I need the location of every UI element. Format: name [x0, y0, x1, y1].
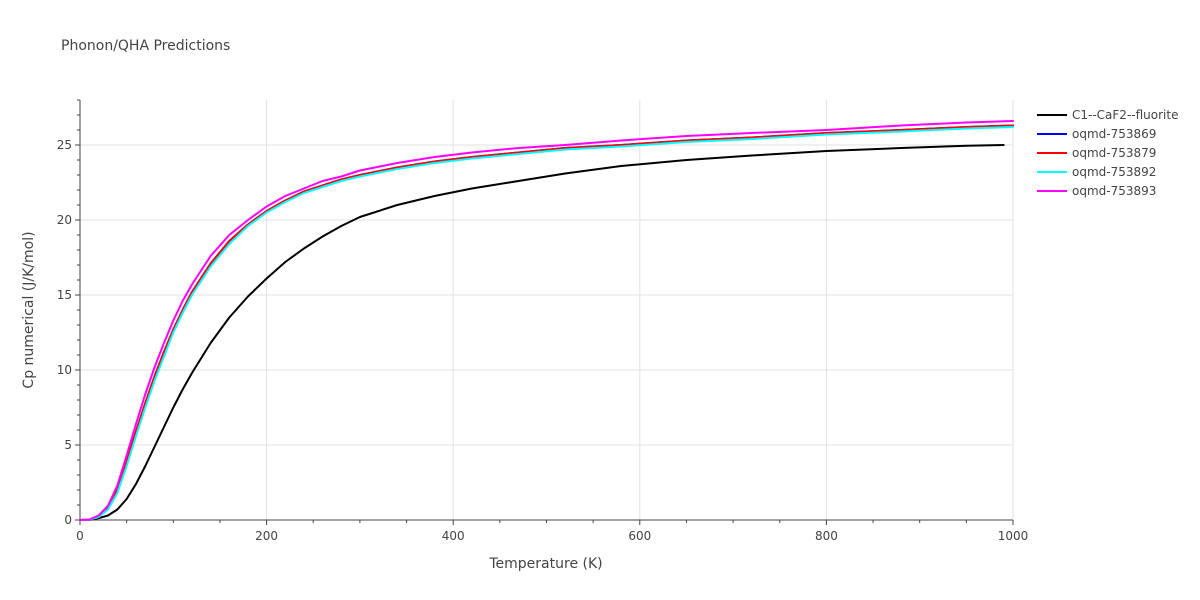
y-tick-label: 5	[64, 438, 72, 452]
x-tick-label: 600	[628, 529, 651, 543]
series-line-oqmd-753869	[79, 124, 1014, 521]
legend-label: oqmd-753879	[1072, 146, 1156, 160]
x-tick-label: 400	[442, 529, 465, 543]
grid	[80, 100, 1014, 520]
y-tick-label: 20	[57, 213, 72, 227]
legend-label: oqmd-753869	[1072, 127, 1156, 141]
chart-title: Phonon/QHA Predictions	[61, 38, 230, 54]
y-tick-label: 25	[57, 138, 72, 152]
legend[interactable]: C1--CaF2--fluorite oqmd-753869 oqmd-753879…	[1037, 108, 1178, 198]
legend-label: C1--CaF2--fluorite	[1072, 108, 1178, 122]
y-axis-title: Cp numerical (J/K/mol)	[21, 231, 37, 388]
series-line-oqmd-753893	[79, 120, 1014, 521]
x-tick-label: 800	[815, 529, 838, 543]
y-tick-label: 15	[57, 288, 72, 302]
legend-item-C1--CaF2--fluorite[interactable]: C1--CaF2--fluorite	[1037, 108, 1178, 122]
legend-item-oqmd-753892[interactable]: oqmd-753892	[1037, 165, 1156, 179]
x-tick-label: 1000	[998, 529, 1029, 543]
legend-item-oqmd-753893[interactable]: oqmd-753893	[1037, 184, 1156, 198]
x-tick-label: 0	[76, 529, 84, 543]
series-line-C1--CaF2--fluorite	[79, 144, 1005, 521]
series-line-oqmd-753892	[79, 126, 1014, 521]
series-layer	[79, 120, 1014, 521]
legend-label: oqmd-753892	[1072, 165, 1156, 179]
axes: 0 200 400 600 800 1000 0 5 10 15 20 25	[57, 99, 1029, 543]
y-tick-label: 10	[57, 363, 72, 377]
y-tick-label: 0	[64, 513, 72, 527]
x-axis-title: Temperature (K)	[488, 556, 602, 572]
legend-item-oqmd-753869[interactable]: oqmd-753869	[1037, 127, 1156, 141]
series-line-oqmd-753879	[79, 124, 1014, 521]
legend-item-oqmd-753879[interactable]: oqmd-753879	[1037, 146, 1156, 160]
legend-label: oqmd-753893	[1072, 184, 1156, 198]
x-tick-label: 200	[255, 529, 278, 543]
